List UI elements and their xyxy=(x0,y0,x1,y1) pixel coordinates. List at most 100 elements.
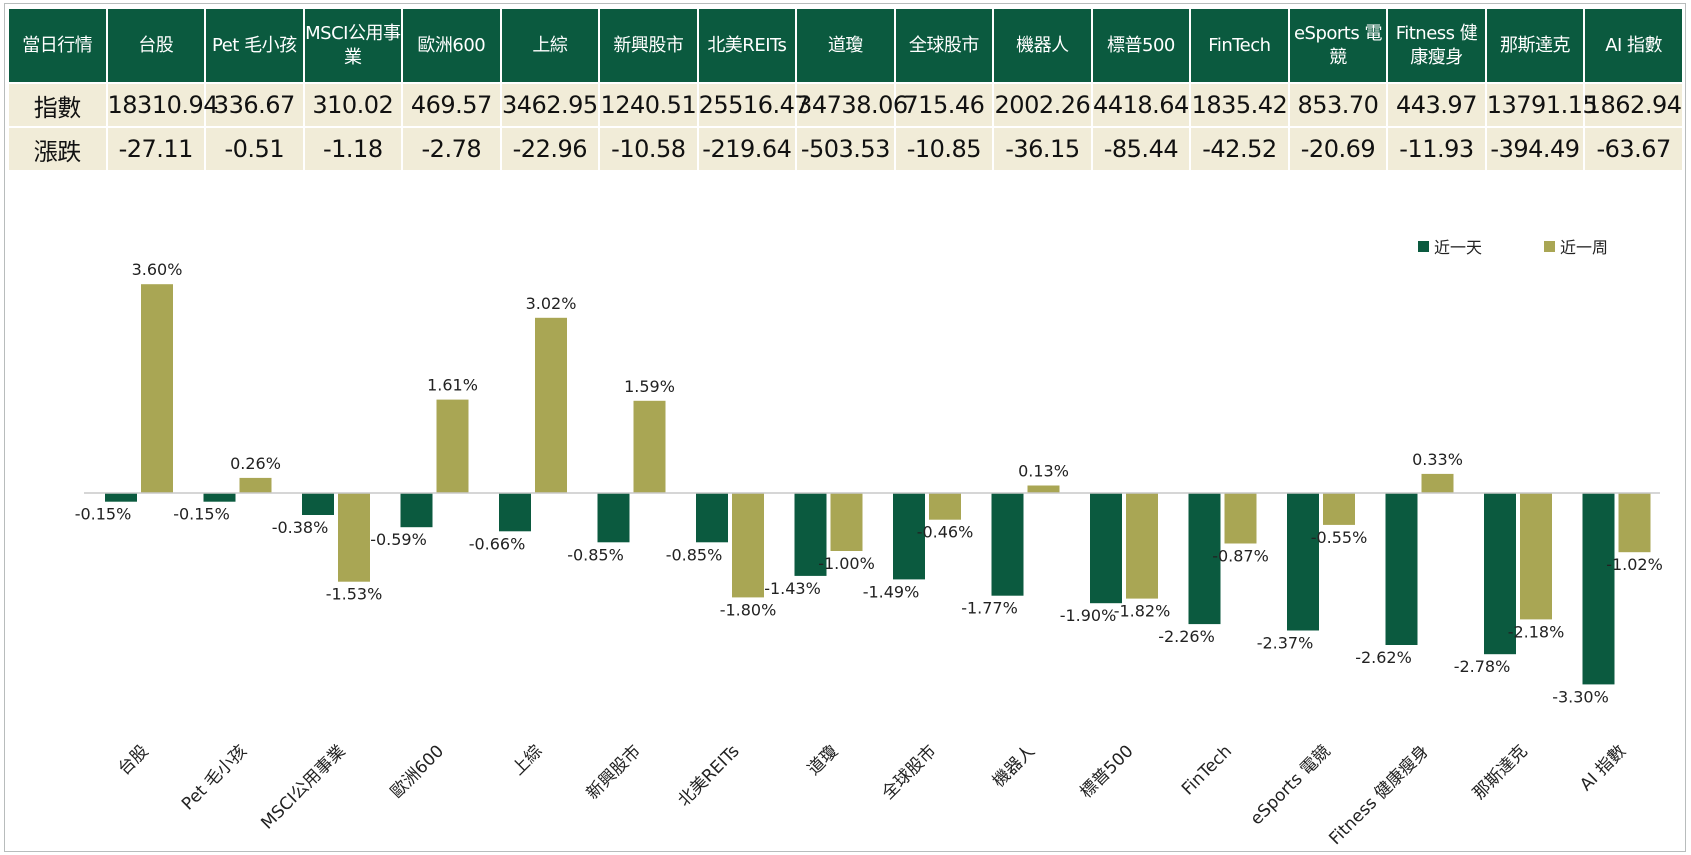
table-header-cell: 標普500 xyxy=(1092,9,1190,82)
table-cell: 310.02 xyxy=(304,84,402,126)
data-label-1d-9: -1.77% xyxy=(961,599,1018,618)
data-label-1d-1: -0.15% xyxy=(173,505,230,524)
table-header-cell: 道瓊 xyxy=(797,9,894,82)
x-tick-label: Pet 毛小孩 xyxy=(178,741,251,814)
x-tick-label: Fitness 健康瘦身 xyxy=(1325,741,1433,849)
data-label-1w-3: 1.61% xyxy=(427,376,478,395)
table-cell: -20.69 xyxy=(1289,128,1387,170)
data-label-1d-14: -2.78% xyxy=(1454,657,1511,676)
data-label-1d-10: -1.90% xyxy=(1060,606,1117,625)
table-cell: 13791.15 xyxy=(1486,84,1598,126)
table-cell: -1.18 xyxy=(304,128,402,170)
table-header-cell: Pet 毛小孩 xyxy=(206,9,303,82)
table-cell: 18310.94 xyxy=(107,84,219,126)
change-row: 漲跌 -27.11 -0.51 -1.18 -2.78 -22.96 -10.58 -219… xyxy=(9,128,1682,170)
legend-swatch-1d xyxy=(1418,241,1429,252)
table-cell: 4418.64 xyxy=(1092,84,1189,126)
table-cell: -0.51 xyxy=(206,128,303,170)
table-header-cell: eSports 電競 xyxy=(1289,9,1387,82)
data-label-1w-10: -1.82% xyxy=(1114,602,1171,621)
table-cell: 34738.06 xyxy=(797,84,908,126)
data-labels-layer: -0.15% -0.15% -0.38% -0.59% -0.66% -0.85% -0.8… xyxy=(75,260,1663,706)
bar-1w-3 xyxy=(436,399,469,493)
bar-1d-5 xyxy=(597,493,630,543)
x-tick-label: 歐洲600 xyxy=(387,741,448,802)
data-label-1w-11: -0.87% xyxy=(1212,547,1269,566)
data-label-1d-2: -0.38% xyxy=(272,518,329,537)
data-label-1d-13: -2.62% xyxy=(1355,648,1412,667)
table-header-cell: AI 指數 xyxy=(1585,9,1682,82)
data-label-1w-12: -0.55% xyxy=(1311,528,1368,547)
table-cell: -394.49 xyxy=(1486,128,1584,170)
data-label-1d-5: -0.85% xyxy=(567,545,624,564)
bar-1d-7 xyxy=(794,493,827,576)
table-cell: -85.44 xyxy=(1092,128,1190,170)
x-tick-label: 新興股市 xyxy=(583,741,645,803)
table-cell: 443.97 xyxy=(1388,84,1485,126)
change-row-label: 漲跌 xyxy=(9,128,106,170)
bar-1d-6 xyxy=(696,493,728,543)
bar-1w-12 xyxy=(1323,493,1355,525)
data-label-1d-3: -0.59% xyxy=(370,530,427,549)
data-label-1d-15: -3.30% xyxy=(1552,687,1609,706)
x-tick-label: 北美REITs xyxy=(674,741,743,810)
table-cell: 715.46 xyxy=(895,84,993,126)
data-label-1w-2: -1.53% xyxy=(326,585,383,604)
bar-1d-9 xyxy=(991,493,1024,596)
table-cell: 1240.51 xyxy=(600,84,697,126)
table-header-cell: FinTech xyxy=(1191,9,1288,82)
bar-1d-8 xyxy=(893,493,925,580)
bar-1d-12 xyxy=(1287,493,1319,631)
legend-swatch-1w xyxy=(1544,241,1555,252)
table-cell: 1862.94 xyxy=(1585,84,1682,126)
x-tick-label: FinTech xyxy=(1178,741,1236,799)
bar-1w-7 xyxy=(830,493,863,551)
legend-label-1w: 近一周 xyxy=(1560,238,1608,257)
table-cell: -10.58 xyxy=(600,128,697,170)
table-cell: -503.53 xyxy=(797,128,894,170)
data-label-1d-4: -0.66% xyxy=(469,534,526,553)
bar-1w-11 xyxy=(1224,493,1257,544)
bar-1w-1 xyxy=(239,477,272,493)
bar-1w-8 xyxy=(929,493,961,520)
table-header-cell: 台股 xyxy=(107,9,205,82)
bar-1w-0 xyxy=(141,284,173,493)
bar-1d-14 xyxy=(1484,493,1516,655)
bar-1d-3 xyxy=(400,493,433,528)
x-tick-label: 那斯達克 xyxy=(1469,741,1531,803)
data-label-1w-14: -2.18% xyxy=(1508,622,1565,641)
bar-1d-1 xyxy=(203,493,236,502)
table-cell: 853.70 xyxy=(1289,84,1387,126)
data-label-1w-9: 0.13% xyxy=(1018,462,1069,481)
table-cell: 469.57 xyxy=(403,84,500,126)
bar-1w-15 xyxy=(1618,493,1651,553)
table-cell: -22.96 xyxy=(501,128,599,170)
table-cell: -42.52 xyxy=(1191,128,1288,170)
table-header-cell: 機器人 xyxy=(994,9,1091,82)
x-tick-labels-layer: 台股 Pet 毛小孩 MSCI公用事業 歐洲600 上綜 新興股市 北美REITs 道瓊 全球股… xyxy=(114,741,1630,849)
market-table: 當日行情 台股 Pet 毛小孩 MSCI公用事業 歐洲600 上綜 新興股市 北美REITs… xyxy=(7,7,1684,172)
index-row: 指數 18310.94 336.67 310.02 469.57 3462.95 1240… xyxy=(9,84,1682,126)
table-header-cell: 新興股市 xyxy=(600,9,697,82)
bar-1w-4 xyxy=(535,317,567,493)
table-header-cell: Fitness 健康瘦身 xyxy=(1388,9,1485,82)
bar-1w-5 xyxy=(633,400,666,493)
data-label-1w-7: -1.00% xyxy=(818,554,875,573)
x-tick-label: 台股 xyxy=(114,741,152,779)
x-tick-label: 標普500 xyxy=(1076,741,1137,802)
table-cell: -63.67 xyxy=(1585,128,1682,170)
table-cell: 336.67 xyxy=(206,84,303,126)
legend: 近一天 近一周 xyxy=(1418,238,1608,257)
x-tick-label: 道瓊 xyxy=(804,741,842,779)
bar-1d-13 xyxy=(1385,493,1418,645)
data-label-1w-8: -0.46% xyxy=(917,523,974,542)
bar-1w-13 xyxy=(1421,473,1454,493)
bar-1d-10 xyxy=(1090,493,1122,604)
table-cell: -10.85 xyxy=(895,128,993,170)
data-label-1w-0: 3.60% xyxy=(132,260,183,279)
table-header-cell: 那斯達克 xyxy=(1486,9,1584,82)
x-tick-label: MSCI公用事業 xyxy=(257,741,349,833)
data-label-1w-4: 3.02% xyxy=(526,294,577,313)
table-header-cell: MSCI公用事業 xyxy=(304,9,402,82)
bar-1d-11 xyxy=(1188,493,1221,625)
